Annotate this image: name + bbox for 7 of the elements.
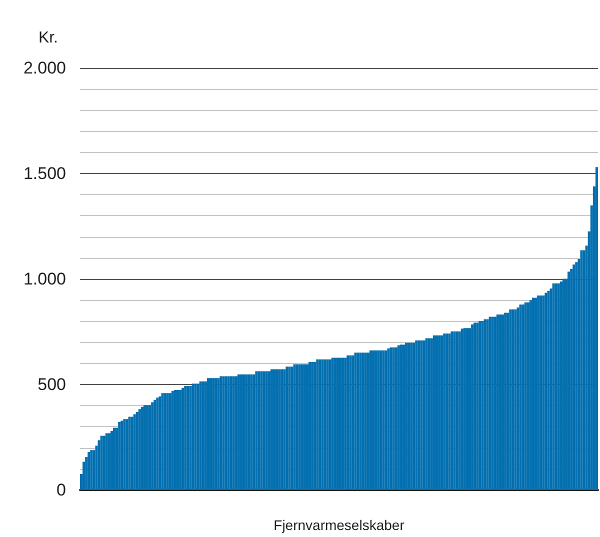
- y-axis-title: Kr.: [38, 30, 58, 46]
- x-axis-title: Fjernvarmeselskaber: [274, 517, 405, 533]
- y-tick-label: 1.000: [23, 270, 66, 288]
- y-tick-label: 1.500: [23, 164, 66, 183]
- y-tick-label: 0: [56, 480, 66, 500]
- y-tick-label: 2.000: [23, 58, 66, 78]
- y-tick-label: 500: [38, 375, 66, 394]
